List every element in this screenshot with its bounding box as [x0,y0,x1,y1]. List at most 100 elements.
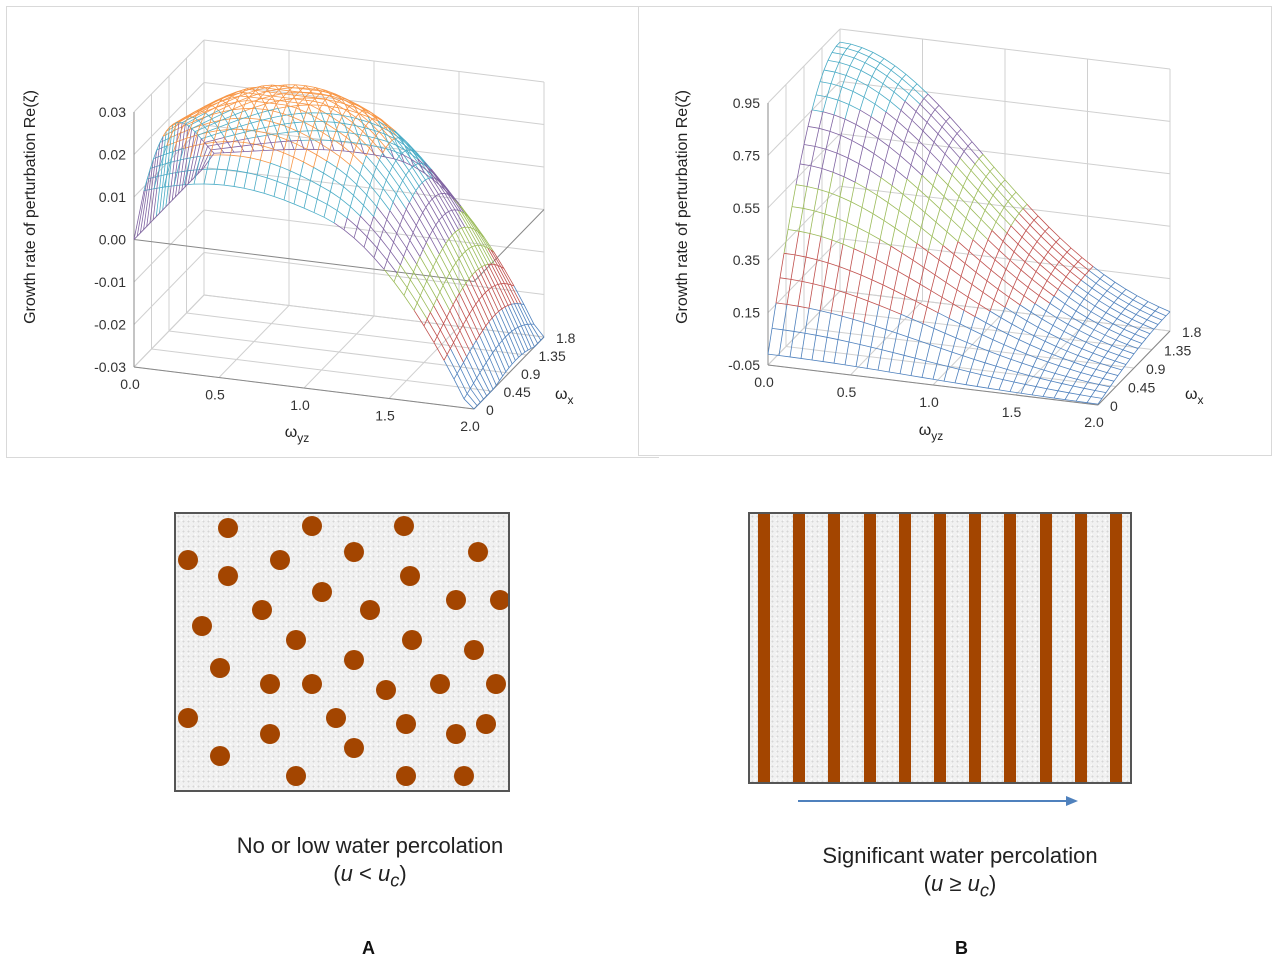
mesh-segment [407,280,410,288]
mesh-segment [465,251,475,271]
mesh-segment [467,388,470,393]
x-tick-label: 0.5 [205,387,225,403]
mesh-segment [277,136,287,140]
mesh-segment [1030,336,1034,345]
mesh-segment [231,129,234,135]
mesh-segment [898,271,909,277]
mesh-segment [924,252,928,268]
particle [252,600,272,620]
mesh-segment [1101,335,1105,341]
mesh-segment [902,253,913,260]
mesh-segment [270,121,280,124]
mesh-segment [224,170,227,185]
mesh-segment [938,297,942,312]
mesh-segment [798,281,802,306]
mesh-segment [812,335,816,360]
mesh-segment [417,264,427,281]
mesh-segment [360,216,370,227]
mesh-segment [1018,237,1022,244]
mesh-segment [1118,298,1129,304]
mesh-segment [397,273,407,287]
mesh-segment [847,48,858,51]
mesh-segment [354,195,364,205]
mesh-segment [923,324,934,329]
mesh-segment [971,170,982,182]
mesh-segment [460,331,470,352]
mesh-segment [1022,363,1033,367]
mesh-segment [880,221,884,240]
mesh-segment [1008,196,1012,201]
mesh-segment [977,375,981,387]
mesh-segment [842,316,853,319]
mesh-segment [923,122,927,131]
mesh-segment [836,197,840,218]
mesh-segment [915,341,919,358]
mesh-segment [987,270,991,281]
mesh-segment [262,98,265,104]
mesh-segment [951,219,962,229]
mesh-segment [960,151,964,158]
mesh-segment [339,115,342,122]
mesh-segment [934,134,938,142]
mesh-segment [404,296,414,311]
mesh-segment [427,312,430,319]
mesh-segment [854,249,865,254]
mesh-segment [1139,329,1150,334]
mesh-segment [847,44,851,48]
mesh-segment [224,185,234,186]
mesh-segment [974,199,985,211]
mesh-segment [437,330,440,336]
mesh-segment [877,195,888,202]
mesh-segment [469,249,479,269]
mesh-segment [268,111,271,118]
mesh-segment [950,254,954,268]
mesh-segment [506,368,509,372]
mesh-segment [1018,363,1022,372]
mesh-segment [477,402,480,405]
mesh-segment [1033,358,1037,367]
mesh-segment [423,242,426,249]
mesh-segment [214,142,224,143]
mesh-segment [472,246,475,247]
mesh-segment [982,177,986,183]
mesh-segment [1124,329,1135,334]
mesh-segment [849,91,853,104]
mesh-segment [422,180,425,183]
mesh-segment [924,268,935,275]
mesh-segment [353,155,363,165]
y-tick-label: 0.00 [99,232,126,248]
mesh-segment [247,158,250,173]
mesh-segment [407,240,410,248]
mesh-segment [1065,304,1076,311]
mesh-segment [144,159,154,230]
mesh-segment [278,107,288,109]
mesh-segment [334,150,344,151]
mesh-segment [923,307,927,324]
mesh-segment [1103,373,1107,379]
y-tick-label: -0.02 [94,317,126,333]
mesh-segment [334,179,344,186]
mesh-segment [479,330,482,335]
mesh-segment [1051,274,1062,283]
mesh-segment [1144,302,1148,306]
mesh-segment [861,63,865,71]
mesh-segment [871,347,882,350]
mesh-segment [349,123,352,130]
mesh-segment [1129,300,1133,304]
mesh-segment [469,247,472,249]
mesh-segment [783,330,794,332]
mesh-segment [1102,313,1106,318]
mesh-segment [234,129,237,141]
mesh-segment [1066,369,1070,376]
mesh-segment [827,313,831,337]
mesh-segment [955,207,966,218]
mesh-segment [807,186,818,189]
mesh-segment [443,243,446,248]
mesh-segment [1050,296,1054,303]
mesh-segment [885,161,896,170]
mesh-segment [970,208,981,219]
mesh-segment [314,155,317,167]
mesh-segment [495,284,498,285]
mesh-segment [1078,355,1089,359]
mesh-segment [1001,180,1005,184]
